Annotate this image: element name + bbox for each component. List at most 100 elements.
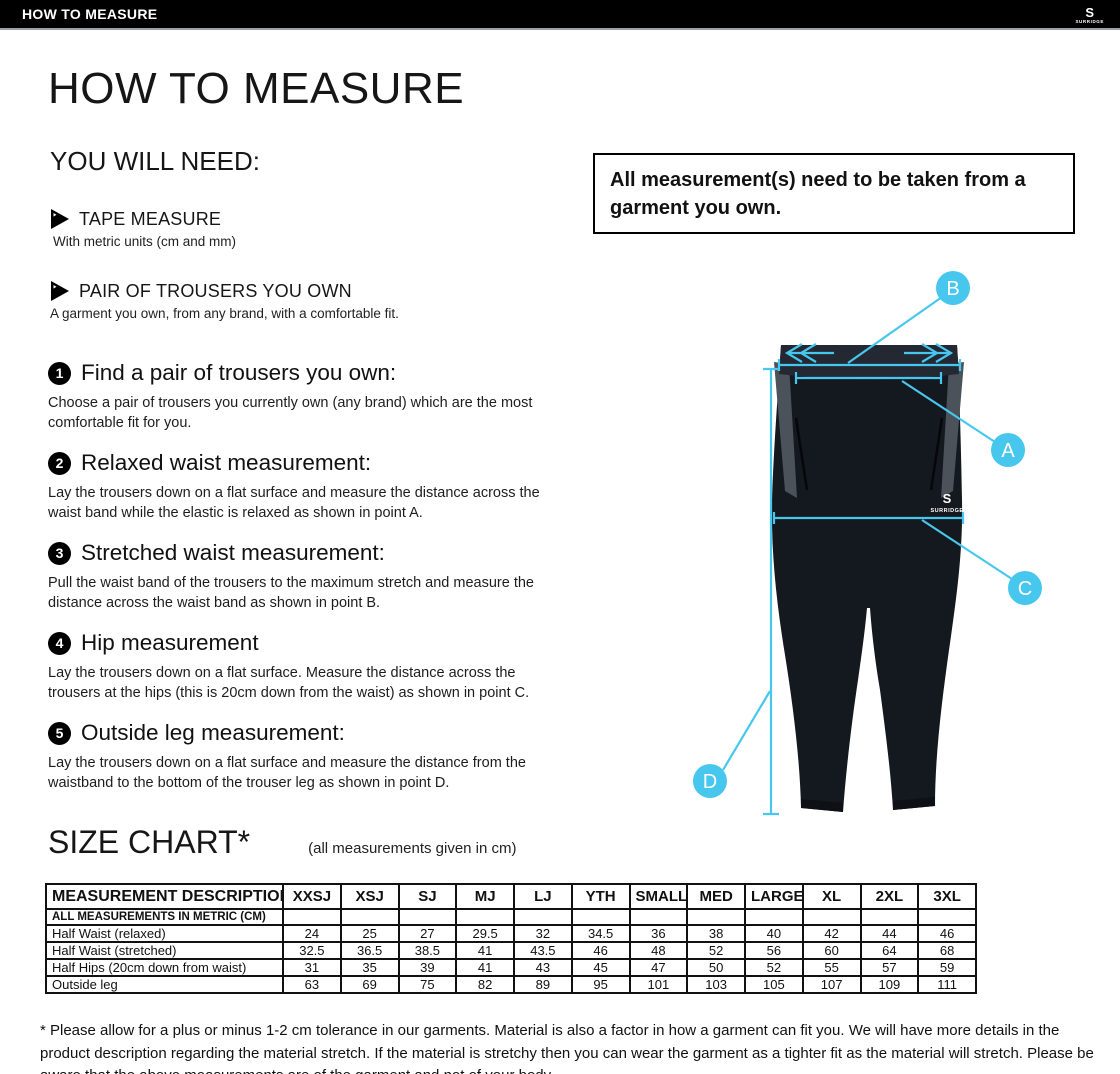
cell: 60: [801, 941, 862, 960]
cell: [859, 908, 920, 926]
measure-line-c: [772, 512, 965, 524]
cell: 47: [628, 958, 689, 977]
surridge-logo-mark: S: [1085, 4, 1095, 20]
cell: [282, 908, 342, 926]
table-row: Half Waist (stretched) 32.5 36.5 38.5 41…: [45, 941, 977, 960]
cell: 43.5: [513, 941, 573, 960]
step-1: 1 Find a pair of trousers you own: Choos…: [48, 360, 548, 433]
need-item-label: PAIR OF TROUSERS YOU OWN: [79, 280, 352, 301]
trousers-illustration: S SURRIDGE: [771, 345, 964, 812]
measurement-notice-text: All measurement(s) need to be taken from…: [610, 169, 1026, 219]
cell: [455, 908, 515, 926]
metric-note-row: ALL MEASUREMENTS IN METRIC (CM): [45, 908, 977, 926]
step-4: 4 Hip measurement Lay the trousers down …: [48, 630, 548, 703]
cell: 52: [744, 958, 804, 977]
cell: 95: [570, 975, 631, 994]
need-item-description: With metric units (cm and mm): [53, 234, 237, 249]
cell: [801, 908, 862, 926]
measure-line-d: [763, 367, 779, 816]
table-header-row: MEASUREMENT DESCRIPTION XXSJ XSJ SJ MJ L…: [45, 883, 977, 910]
step-title: Outside leg measurement:: [81, 720, 345, 745]
size-chart-subtitle: (all measurements given in cm): [308, 840, 517, 857]
step-title: Relaxed waist measurement:: [81, 450, 372, 475]
cell: 32.5: [282, 941, 342, 960]
you-will-need-heading: YOU WILL NEED:: [50, 146, 260, 176]
row-label: Half Waist (stretched): [45, 941, 284, 960]
step-title: Hip measurement: [81, 630, 259, 655]
table-row: Outside leg 63 69 75 82 89 95 101 103 10…: [45, 975, 977, 994]
stretch-arrow-right: [904, 343, 954, 363]
col-header: 2XL: [859, 883, 920, 910]
step-number-badge: 1: [48, 361, 71, 385]
step-number-badge: 5: [48, 721, 71, 745]
need-item-description: A garment you own, from any brand, with …: [50, 306, 399, 321]
step-3: 3 Stretched waist measurement: Pull the …: [48, 540, 548, 613]
cell: 69: [339, 975, 400, 994]
cell: 103: [686, 975, 746, 994]
cell: 45: [570, 958, 631, 977]
need-item-tape-measure: TAPE MEASURE With metric units (cm and m…: [50, 208, 236, 249]
col-header: YTH: [570, 883, 631, 910]
col-header: MED: [686, 883, 746, 910]
measurement-notice-box: All measurement(s) need to be taken from…: [593, 153, 1075, 234]
cell: 46: [917, 924, 977, 943]
point-b-badge: [936, 271, 970, 305]
cell: 56: [744, 941, 804, 960]
cell: [917, 908, 977, 926]
step-5: 5 Outside leg measurement: Lay the trous…: [48, 720, 548, 793]
side-panel-right: [941, 362, 964, 498]
point-b-label: B: [946, 278, 959, 300]
row-label: Outside leg: [45, 975, 284, 994]
cell: 57: [859, 958, 920, 977]
play-triangle-icon: [51, 281, 69, 301]
cell: 55: [801, 958, 862, 977]
cell: 68: [917, 941, 977, 960]
col-header: LARGE: [744, 883, 804, 910]
cell: 111: [917, 975, 977, 994]
col-header: SMALL: [628, 883, 689, 910]
top-bar: HOW TO MEASURE S SURRIDGE: [0, 0, 1120, 30]
cell: 35: [339, 958, 400, 977]
col-header: XXSJ: [282, 883, 342, 910]
cell: [513, 908, 573, 926]
cell: 109: [859, 975, 920, 994]
step-title: Find a pair of trousers you own:: [81, 360, 397, 385]
cell: 75: [397, 975, 458, 994]
cell: 89: [513, 975, 573, 994]
cuff-right: [893, 797, 935, 810]
size-chart-header: SIZE CHART* (all measurements given in c…: [48, 824, 517, 861]
leader-line-d: [722, 690, 771, 771]
cell: [686, 908, 746, 926]
point-c-label: C: [1018, 578, 1032, 600]
side-panel-left: [774, 362, 797, 498]
step-body: Pull the waist band of the trousers to t…: [48, 575, 534, 611]
step-body: Lay the trousers down on a flat surface.…: [48, 665, 530, 701]
cell: 82: [455, 975, 515, 994]
cell: 27: [397, 924, 458, 943]
cell: 107: [801, 975, 862, 994]
step-number-badge: 3: [48, 541, 71, 565]
pocket-left: [794, 417, 809, 491]
cell: 48: [628, 941, 689, 960]
cell: [744, 908, 804, 926]
col-header: MEASUREMENT DESCRIPTION: [45, 883, 284, 910]
cell: 34.5: [570, 924, 631, 943]
trousers-measurement-diagram: S SURRIDGE B A C: [693, 271, 1042, 816]
table-row: Half Hips (20cm down from waist) 31 35 3…: [45, 958, 977, 977]
cell: [339, 908, 400, 926]
cell: 38: [686, 924, 746, 943]
step-2: 2 Relaxed waist measurement: Lay the tro…: [48, 450, 548, 523]
cell: 42: [801, 924, 862, 943]
cell: 63: [282, 975, 342, 994]
cuff-left: [801, 799, 843, 812]
leader-line-c: [921, 519, 1013, 580]
size-chart-table: MEASUREMENT DESCRIPTION XXSJ XSJ SJ MJ L…: [45, 883, 977, 994]
col-header: XL: [801, 883, 862, 910]
need-item-trousers: PAIR OF TROUSERS YOU OWN A garment you o…: [50, 280, 399, 322]
point-a-label: A: [1001, 440, 1015, 462]
metric-note: ALL MEASUREMENTS IN METRIC (CM): [45, 908, 284, 926]
top-bar-title: HOW TO MEASURE: [22, 6, 158, 22]
measure-line-a: [794, 372, 943, 384]
step-body: Choose a pair of trousers you currently …: [48, 395, 533, 431]
